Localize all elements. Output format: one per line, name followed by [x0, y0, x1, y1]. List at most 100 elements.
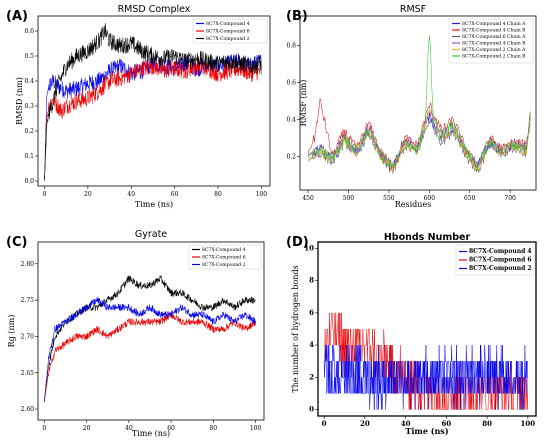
panel-b-xtick-label: 450: [302, 195, 314, 202]
panel-b-series-line: [307, 109, 531, 170]
panel-c-title: Gyrate: [135, 229, 167, 240]
panel-a-frame: [37, 15, 271, 187]
panel-a-xtick-label: 80: [214, 191, 222, 198]
panel-a-series-line: [44, 23, 262, 180]
panel-a-xlabel: Time (ns): [135, 200, 173, 209]
panel-d-series-line: [323, 344, 528, 410]
panel-b-letter: (B): [286, 9, 308, 24]
panel-c-xtick-label: 100: [250, 425, 262, 432]
panel-c-legend-label: 8C7X-Compound 4: [202, 247, 246, 253]
panel-b-ytick-label: 0.4: [286, 117, 296, 124]
panel-c-legend: 8C7X-Compound 4 8C7X-Compound 68C7X-Compo…: [188, 244, 262, 270]
panel-c-ytick-label: 2.70: [21, 333, 35, 340]
panel-b-series-line: [308, 109, 531, 173]
panel-a-ytick-label: 0.3: [24, 103, 34, 110]
panel-c: (C) Gyrate 0 20 40 60 80 100 2.60 2.65 2.70 2.75 2…: [6, 229, 265, 438]
panel-b-ytick-label: 0.8: [286, 43, 296, 50]
panel-c-ytick-label: 2.75: [21, 297, 35, 304]
panel-d-ylabel: The number of hydrogen bonds: [291, 265, 300, 393]
panel-d-frame: [317, 241, 537, 417]
panel-d: (D) Hbonds Number 0 20 40 60 80 100 0 2 4 6 8 10 Ti…: [286, 232, 537, 436]
panel-b-legend-box: [448, 18, 534, 64]
panel-c-ytick-label: 2.65: [21, 370, 35, 377]
panel-b-series-line: [307, 35, 531, 171]
panel-c-frame: [37, 241, 265, 421]
panel-a-legend-label: 8C7X-Compound 4: [206, 21, 250, 27]
panel-d-ytick-label: 4: [309, 340, 314, 349]
panel-d-legend: 8C7X-Compound 4 8C7X-Compound 68C7X-Compo…: [455, 244, 535, 276]
panel-b-legend-label: 8C7X-Compound 6 Chain A: [462, 34, 526, 40]
panel-a-ytick-label: 0.6: [24, 28, 34, 35]
panel-b-plot: 450 500 550 600 650 700 0.2 0.4 0.6 0.8: [286, 35, 531, 202]
panel-b: (B) RMSF 450 500 550 600 650 7000.20.40.60.8 …: [286, 4, 537, 209]
panel-b-ylabel: RMSF (nm): [299, 80, 308, 127]
panel-d-ytick-label: 2: [309, 372, 314, 381]
panel-a-series-line: [44, 58, 262, 182]
panel-a-ytick-label: 0.0: [24, 178, 34, 185]
panel-c-series-line: [44, 275, 256, 402]
panel-c-ylabel: Rg (nm): [7, 315, 16, 348]
panel-b-frame: [299, 15, 537, 191]
panel-b-legend-label: 8C7X-Compound 4 Chain B: [462, 28, 526, 34]
panel-c-plot: 0 20 40 60 80 100 2.60 2.65 2.70 2.75 2.80: [21, 261, 262, 432]
panel-b-legend-label: 8C7X-Compound 4 Chain B: [462, 41, 526, 47]
panel-a-letter: (A): [6, 9, 28, 24]
panel-a-legend-box: [192, 18, 268, 44]
panel-b-legend-label: 8C7X-Compound 4 Chain A: [462, 21, 526, 27]
panel-c-xtick-label: 40: [125, 425, 133, 432]
panel-a-legend-label: 8C7X-Compound 6: [206, 29, 250, 35]
panel-b-xtick-label: 550: [383, 195, 395, 202]
panel-d-xtick-label: 40: [401, 419, 411, 428]
panel-d-xtick-label: 20: [360, 419, 370, 428]
panel-d-legend-label: 8C7X-Compound 6: [469, 257, 532, 264]
panel-c-series-line: [44, 312, 256, 402]
panel-b-series-line: [307, 98, 531, 171]
panel-b-legend-label: 8C7X-Compound 2 Chain A: [462, 47, 526, 53]
panel-c-xtick-label: 80: [209, 425, 217, 432]
panel-d-xtick-label: 80: [482, 419, 492, 428]
panel-d-xtick-label: 100: [521, 419, 536, 428]
panel-a-xtick-label: 0: [43, 191, 47, 198]
panel-a-ytick-label: 0.4: [24, 78, 34, 85]
panel-d-xlabel: Time (ns): [405, 426, 448, 436]
panel-c-legend-label: 8C7X-Compound 2: [202, 262, 246, 268]
panel-b-xlabel: Residues: [395, 200, 432, 209]
panel-c-legend-label: 8C7X-Compound 6: [202, 255, 246, 261]
panel-d-ytick-label: 6: [309, 308, 314, 317]
panel-d-plot: 0 20 40 60 80 100 0 2 4 6 8 10: [304, 243, 535, 428]
panel-d-title: Hbonds Number: [384, 232, 471, 243]
panel-b-xtick-label: 500: [343, 195, 355, 202]
panel-a-xtick-label: 60: [171, 191, 179, 198]
panel-b-xtick-label: 700: [504, 195, 516, 202]
panel-c-legend-box: [188, 244, 262, 270]
panel-a-legend: 8C7X-Compound 4 8C7X-Compound 68C7X-Compo…: [192, 18, 268, 44]
panel-a-ytick-label: 0.5: [24, 53, 34, 60]
panel-d-legend-box: [455, 244, 535, 276]
panel-d-xtick-label: 0: [322, 419, 327, 428]
panel-a-ytick-label: 0.1: [24, 153, 34, 160]
panel-c-series-line: [44, 296, 256, 402]
panel-a-title: RMSD Complex: [118, 4, 191, 15]
panel-b-title: RMSF: [400, 4, 426, 15]
panel-d-legend-label: 8C7X-Compound 2: [469, 265, 532, 272]
panel-b-ytick-label: 0.6: [286, 80, 296, 87]
panel-c-xtick-label: 60: [167, 425, 175, 432]
panel-a-ylabel: RMSD (nm): [15, 77, 24, 125]
panel-d-xtick-label: 60: [441, 419, 451, 428]
panel-b-xtick-label: 650: [464, 195, 476, 202]
panel-d-letter: (D): [286, 235, 309, 250]
panel-b-xtick-label: 600: [424, 195, 436, 202]
panel-c-letter: (C): [6, 235, 27, 250]
panel-b-legend-label: 8C7X-Compound 2 Chain B: [462, 54, 526, 60]
panel-c-xtick-label: 20: [83, 425, 91, 432]
panel-a-legend-label: 8C7X-Compound 2: [206, 36, 250, 42]
panel-b-ytick-label: 0.2: [286, 154, 296, 161]
panel-c-xlabel: Time (ns): [132, 429, 170, 438]
panel-c-ytick-label: 2.60: [21, 406, 35, 413]
panel-d-ytick-label: 0: [309, 405, 314, 414]
panel-d-series-line: [324, 312, 529, 410]
panel-d-legend-label: 8C7X-Compound 4: [469, 248, 532, 255]
panel-c-ytick-label: 2.80: [21, 261, 35, 268]
